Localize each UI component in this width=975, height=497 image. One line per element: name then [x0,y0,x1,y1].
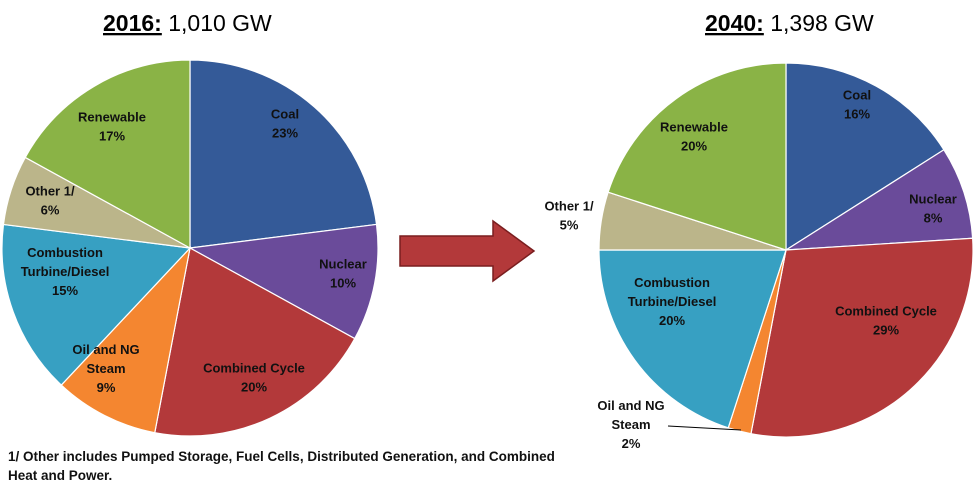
pie-2016: Coal 23% Nuclear 10% Combined Cycle 20% Oil an… [1,59,379,437]
pie-2016-label-combustion-turbine-diesel: Combustion Turbine/Diesel 15% [21,245,110,298]
pie-2040-label-coal: Coal 16% [843,88,871,122]
pie-2040-label-other-1: Other 1/5% [544,199,594,233]
pie-2016-slice-renewable [24,59,191,250]
pie-2040-slice-combustion-turbine-diesel [598,249,787,429]
pie-2016-label-other-1: Other 1/6% [25,184,75,218]
pie-2040-slice-coal [785,62,945,252]
pie-2040-title-value: 1,398 GW [764,10,874,36]
pie-2040-title: 2040: 1,398 GW [705,10,874,36]
pie-2040: Coal 16% Nuclear 8% Combined Cycle 29% Oil and… [544,62,974,451]
pie-2016-title-value: 1,010 GW [162,10,272,36]
pie-2040-label-nuclear: Nuclear 8% [909,192,957,226]
pie-2040-label-combustion-turbine-diesel: Combustion Turbine/Diesel 20% [628,275,717,328]
footnote: 1/ Other includes Pumped Storage, Fuel C… [8,449,555,483]
pie-2040-slice-combined-cycle [750,237,974,438]
pie-2016-slice-coal [189,59,378,249]
pie-2016-label-oil-and-ng-steam: Oil and NG Steam 9% [72,342,139,395]
pie-2016-slice-combustion-turbine-diesel [1,223,192,386]
pie-2040-label-combined-cycle: Combined Cycle 29% [835,304,937,338]
pie-2040-leader-oil-and-ng-steam [667,425,742,431]
pie-2016-label-combined-cycle: Combined Cycle 20% [203,361,305,395]
pie-2040-slice-renewable [607,62,787,251]
pie-2016-label-renewable: Renewable 17% [78,110,146,144]
pie-2016-slice-combined-cycle [154,247,356,437]
pie-2016-title-year: 2016: [103,10,162,36]
pie-2040-label-renewable: Renewable 20% [660,120,728,154]
pie-2040-slice-nuclear [785,148,974,251]
pie-2016-label-nuclear: Nuclear 10% [319,257,367,291]
pie-2016-slice-nuclear [188,223,379,340]
pie-2016-slice-oil-and-ng-steam [60,246,191,434]
pie-2016-label-coal: Coal 23% [271,107,299,141]
pie-2040-label-oil-and-ng-steam: Oil and NG Steam 2% [597,398,664,451]
transition-arrow [399,219,536,283]
pie-2040-title-year: 2040: [705,10,764,36]
pie-2016-title: 2016: 1,010 GW [103,10,272,36]
